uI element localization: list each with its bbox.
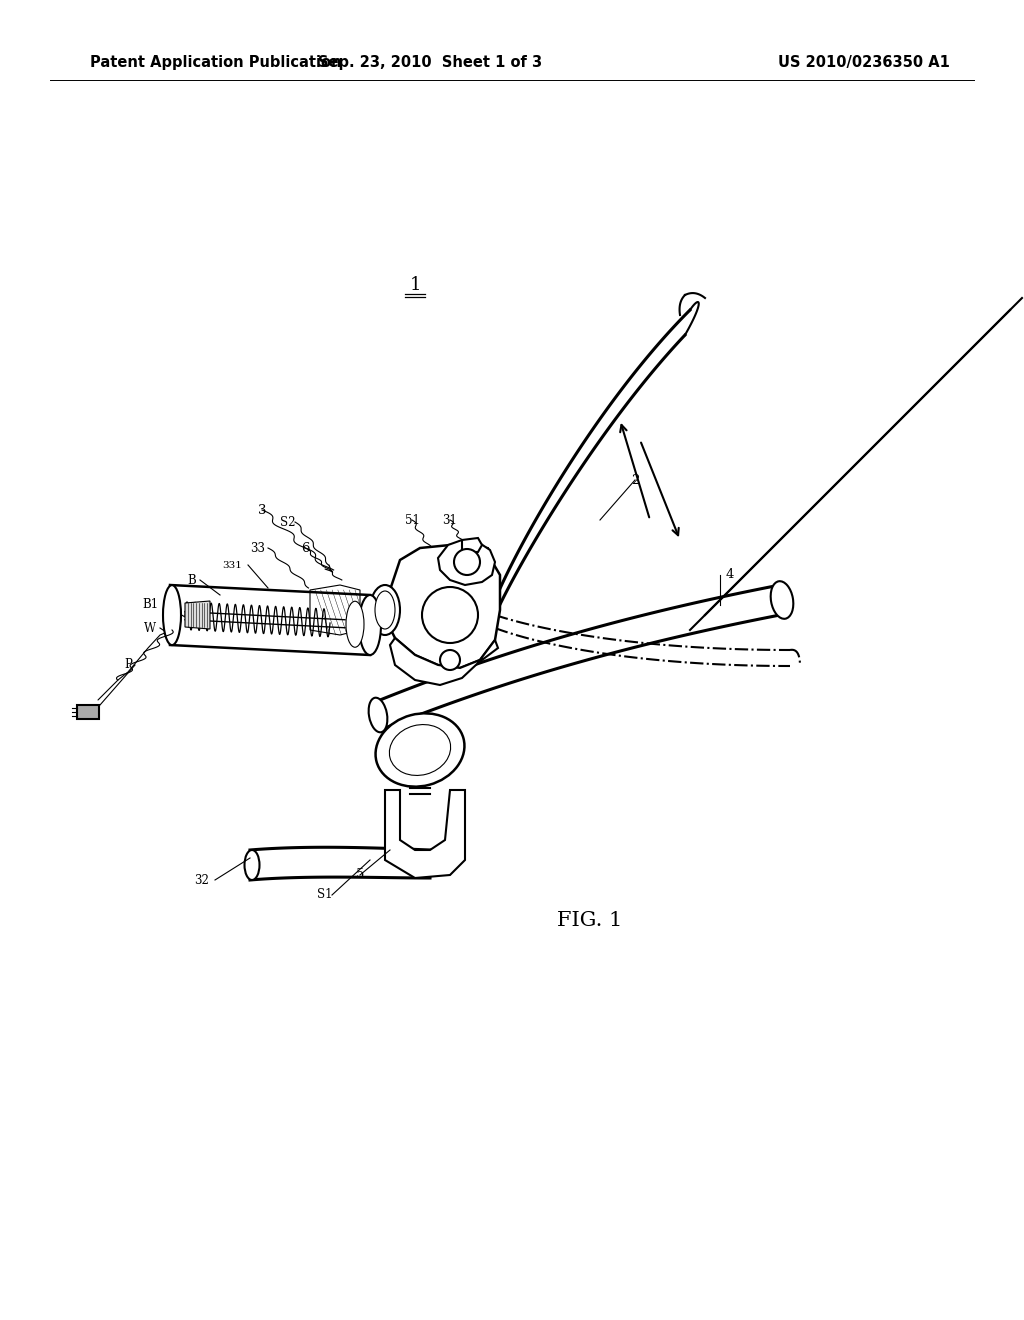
Text: 3: 3 <box>258 503 266 516</box>
Ellipse shape <box>389 725 451 775</box>
Text: 4: 4 <box>726 569 734 582</box>
Ellipse shape <box>376 713 465 787</box>
Text: S2: S2 <box>281 516 296 528</box>
Text: US 2010/0236350 A1: US 2010/0236350 A1 <box>778 54 950 70</box>
Polygon shape <box>310 585 360 635</box>
Ellipse shape <box>245 850 259 880</box>
Ellipse shape <box>369 698 387 733</box>
Circle shape <box>454 549 480 576</box>
Text: 6: 6 <box>301 541 309 554</box>
Text: P: P <box>124 659 132 672</box>
Text: Sep. 23, 2010  Sheet 1 of 3: Sep. 23, 2010 Sheet 1 of 3 <box>317 54 542 70</box>
Text: 51: 51 <box>404 513 420 527</box>
Polygon shape <box>462 539 482 552</box>
Circle shape <box>460 553 484 577</box>
Text: 31: 31 <box>442 513 458 527</box>
Polygon shape <box>385 545 500 668</box>
Polygon shape <box>450 545 492 582</box>
Text: B: B <box>187 573 197 586</box>
Ellipse shape <box>370 585 400 635</box>
Text: 1: 1 <box>410 276 421 294</box>
Text: B1: B1 <box>142 598 158 611</box>
Circle shape <box>440 649 460 671</box>
Text: 32: 32 <box>195 874 210 887</box>
Text: 2: 2 <box>631 474 639 487</box>
Text: S1: S1 <box>317 888 333 902</box>
Ellipse shape <box>359 595 381 655</box>
Text: FIG. 1: FIG. 1 <box>557 911 623 929</box>
Polygon shape <box>438 540 495 585</box>
Polygon shape <box>185 601 210 630</box>
Ellipse shape <box>375 591 395 630</box>
Polygon shape <box>77 705 99 719</box>
Ellipse shape <box>771 581 794 619</box>
Polygon shape <box>385 789 465 878</box>
Text: 5: 5 <box>355 869 365 882</box>
Ellipse shape <box>346 601 364 647</box>
Circle shape <box>422 587 478 643</box>
Text: 331: 331 <box>222 561 242 569</box>
Polygon shape <box>390 638 498 685</box>
Text: 33: 33 <box>251 541 265 554</box>
Text: W: W <box>144 622 156 635</box>
Ellipse shape <box>163 585 181 645</box>
Text: Patent Application Publication: Patent Application Publication <box>90 54 341 70</box>
